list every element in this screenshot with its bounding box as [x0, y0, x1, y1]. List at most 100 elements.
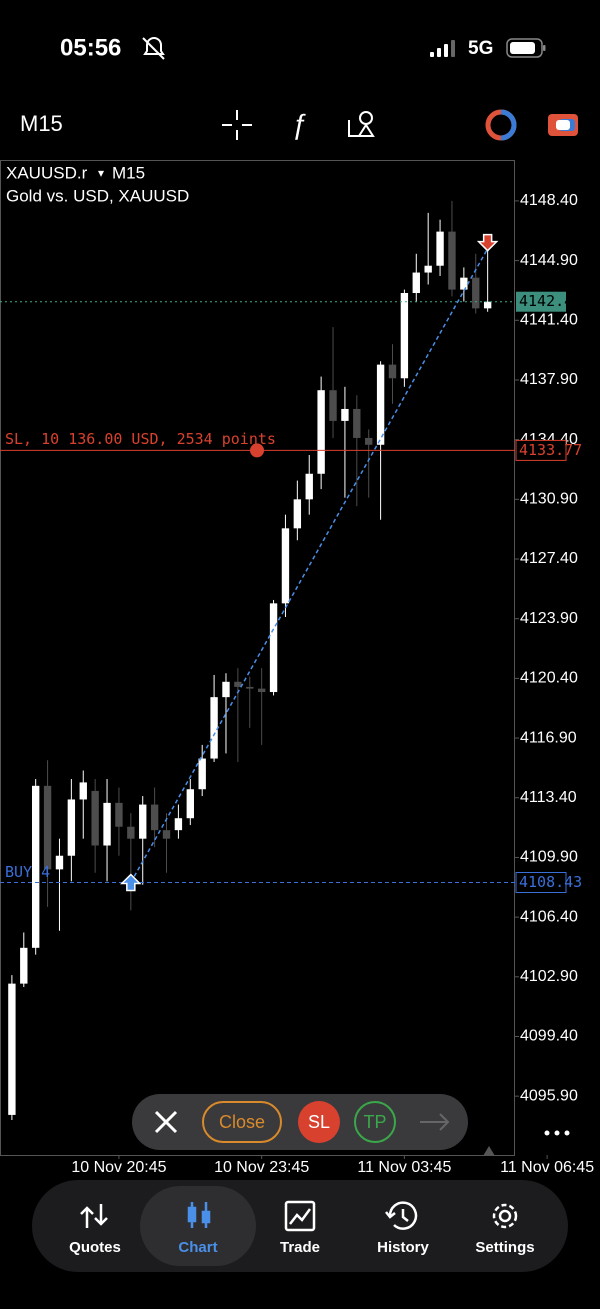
candle-body — [412, 272, 420, 294]
mute-icon — [142, 37, 165, 60]
x-tick-label: 11 Nov 06:45 — [500, 1159, 594, 1176]
candle-body — [448, 231, 456, 290]
candle-body — [8, 983, 16, 1115]
chart-symbol[interactable]: XAUUSD.r — [6, 163, 88, 182]
y-tick-label: 4102.90 — [520, 968, 578, 985]
y-tick-label: 4127.40 — [520, 550, 578, 567]
candle-body — [31, 785, 40, 948]
buy-arrow — [120, 873, 142, 892]
candle-body — [115, 802, 123, 827]
candle-body — [293, 499, 302, 529]
y-tick-label: 4148.40 — [520, 192, 578, 209]
scroll-marker[interactable] — [483, 1146, 495, 1156]
candle-body — [281, 528, 290, 604]
nav-label[interactable]: Chart — [178, 1239, 217, 1256]
x-tick-label: 10 Nov 23:45 — [214, 1159, 309, 1176]
candle-body — [210, 697, 218, 759]
y-tick-label: 4099.40 — [520, 1028, 578, 1045]
candle-body — [91, 790, 99, 846]
sl-label[interactable]: SL — [308, 1112, 330, 1132]
candle-body — [162, 830, 171, 839]
nav-label[interactable]: Settings — [475, 1239, 534, 1256]
candle-body — [174, 818, 183, 831]
candle-body — [483, 301, 492, 309]
more-button[interactable] — [544, 1130, 570, 1136]
tp-label[interactable]: TP — [363, 1112, 386, 1132]
candle-body — [460, 277, 468, 290]
candle-body — [43, 785, 52, 870]
y-tick-label: 4123.90 — [520, 610, 578, 627]
close-label[interactable]: Close — [219, 1112, 265, 1132]
dropdown-caret[interactable]: ▾ — [98, 166, 104, 180]
nav-icon-history[interactable] — [385, 1201, 418, 1230]
y-tick-label: 4141.40 — [520, 312, 578, 329]
sl-button[interactable] — [298, 1101, 340, 1143]
nav-label[interactable]: History — [377, 1239, 429, 1256]
candle-body — [436, 231, 444, 266]
nav-bar — [32, 1180, 568, 1272]
indicators-button[interactable]: ƒ — [291, 108, 307, 139]
y-tick-label: 4106.40 — [520, 908, 578, 925]
sl-price-label: 4133.77 — [519, 441, 582, 459]
trade-circle-button[interactable] — [485, 109, 517, 141]
account-button[interactable] — [548, 114, 578, 136]
candle-body — [329, 390, 337, 421]
candle-body — [234, 681, 242, 687]
candle-body — [79, 782, 87, 800]
y-tick-label: 4130.90 — [520, 491, 578, 508]
candle-body — [150, 804, 159, 831]
candle-body — [246, 686, 254, 689]
toolbar-timeframe[interactable]: M15 — [20, 111, 63, 136]
candle-body — [400, 293, 409, 379]
x-tick-label: 10 Nov 20:45 — [71, 1159, 166, 1176]
candle-body — [424, 265, 432, 273]
chart-frame — [0, 160, 515, 1156]
close-button[interactable] — [202, 1101, 282, 1143]
candle-body — [139, 804, 147, 839]
y-tick-label: 4113.40 — [520, 789, 577, 806]
candle-body — [186, 789, 194, 819]
nav-items: Quotes Chart Trade History Settings — [69, 1239, 534, 1256]
crosshair-button[interactable] — [222, 110, 252, 140]
y-tick-label: 4109.90 — [520, 849, 578, 866]
candle-body — [55, 855, 64, 870]
nav-icon-quotes[interactable] — [80, 1204, 108, 1228]
candle-body — [257, 688, 266, 693]
candle-body — [305, 473, 313, 500]
candle-body — [376, 364, 385, 445]
sl-line-label: SL, 10 136.00 USD, 2534 points — [5, 430, 276, 448]
candle-body — [222, 681, 230, 698]
sl-price-tag — [515, 439, 567, 461]
y-tick-label: 4137.90 — [520, 371, 578, 388]
candle-body — [127, 826, 135, 839]
nav-icon-trade[interactable] — [284, 1200, 316, 1232]
entry-price-label: 4108.43 — [519, 873, 582, 891]
y-tick-label: 4120.40 — [520, 670, 578, 687]
dismiss-button[interactable] — [154, 1110, 178, 1134]
nav-label[interactable]: Quotes — [69, 1239, 121, 1256]
current-price-label: 4142.49 — [519, 292, 582, 310]
chart-timeframe: M15 — [112, 163, 145, 182]
x-tick-label: 11 Nov 03:45 — [357, 1159, 451, 1176]
entry-line-label: BUY 4 — [5, 863, 50, 881]
nav-icon-chart[interactable] — [187, 1202, 211, 1228]
nav-icon-settings[interactable] — [492, 1203, 518, 1229]
candle-body — [365, 437, 373, 445]
nav-label[interactable]: Trade — [280, 1239, 320, 1256]
network-label: 5G — [468, 38, 493, 59]
candle-body — [317, 390, 325, 474]
signal-icon — [430, 40, 455, 57]
sl-handle[interactable] — [250, 443, 264, 458]
next-arrow[interactable] — [420, 1113, 450, 1131]
tp-button[interactable] — [354, 1101, 396, 1143]
battery-icon — [506, 38, 546, 58]
candle-body — [67, 799, 76, 856]
exit-arrow — [476, 233, 499, 252]
objects-button[interactable] — [348, 111, 375, 137]
candle-body — [341, 408, 349, 421]
status-time: 05:56 — [60, 34, 121, 61]
candle-body — [472, 277, 480, 309]
candle-body — [269, 603, 278, 693]
y-tick-label: 4144.90 — [520, 252, 578, 269]
